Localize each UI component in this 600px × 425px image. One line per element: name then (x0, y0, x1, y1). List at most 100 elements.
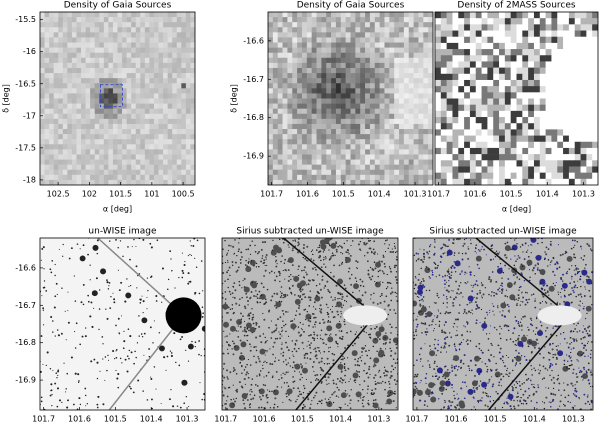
image-pixel (446, 147, 453, 155)
image-pixel (94, 93, 100, 99)
image-pixel (360, 52, 366, 59)
image-pixel (369, 12, 376, 18)
image-pixel (369, 93, 376, 99)
image-pixel (122, 144, 127, 150)
star (275, 265, 278, 268)
image-pixel (117, 123, 123, 130)
image-pixel (399, 113, 405, 120)
image-pixel (176, 62, 182, 69)
image-pixel (394, 169, 400, 176)
image-pixel (185, 17, 191, 23)
star (342, 355, 344, 358)
image-pixel (469, 104, 477, 112)
star (340, 316, 342, 318)
image-pixel (94, 129, 100, 135)
image-pixel (340, 164, 346, 171)
image-pixel (586, 141, 593, 149)
star (285, 392, 288, 395)
star (67, 291, 69, 293)
star (328, 243, 330, 245)
star (316, 337, 318, 339)
image-pixel (350, 73, 356, 79)
image-pixel (58, 73, 64, 79)
image-pixel (374, 17, 380, 23)
star (248, 313, 250, 315)
star (102, 403, 105, 406)
star (541, 300, 543, 302)
star (252, 322, 255, 325)
star (148, 355, 151, 358)
image-pixel (277, 73, 283, 79)
y-axis-label: δ [deg] (230, 84, 239, 113)
image-pixel (122, 139, 127, 145)
image-pixel (435, 12, 442, 19)
star (152, 342, 154, 344)
star (51, 260, 54, 262)
frame (434, 11, 599, 186)
image-pixel (167, 78, 173, 84)
image-pixel (355, 47, 361, 54)
image-pixel (516, 61, 523, 68)
image-pixel (62, 17, 68, 23)
image-pixel (379, 154, 385, 160)
star (247, 314, 250, 317)
image-pixel (85, 12, 91, 18)
image-pixel (126, 174, 132, 181)
star (232, 353, 235, 356)
image-pixel (126, 17, 132, 23)
star (385, 295, 388, 298)
image-pixel (580, 123, 587, 130)
image-pixel (528, 129, 535, 136)
image-pixel (268, 108, 274, 115)
image-pixel (545, 18, 552, 25)
star (366, 251, 369, 254)
image-pixel (408, 118, 414, 125)
image-pixel (122, 12, 127, 18)
image-pixel (510, 18, 517, 25)
image-pixel (185, 174, 191, 181)
star (389, 251, 392, 253)
image-pixel (282, 169, 288, 176)
image-pixel (117, 118, 123, 125)
image-pixel (268, 134, 274, 140)
image-pixel (292, 159, 298, 165)
star (354, 342, 356, 345)
star (245, 259, 247, 262)
image-pixel (408, 17, 414, 23)
star (327, 376, 330, 379)
image-pixel (563, 36, 570, 44)
star (284, 258, 287, 261)
star (227, 378, 229, 380)
star (310, 342, 312, 344)
image-pixel (190, 174, 195, 181)
star (56, 377, 58, 379)
star (356, 267, 358, 269)
image-pixel (481, 36, 488, 44)
star (314, 323, 316, 326)
image-pixel (539, 30, 546, 38)
star (223, 362, 226, 365)
image-pixel (49, 12, 54, 18)
image-pixel (563, 18, 570, 25)
image-pixel (563, 79, 570, 87)
image-pixel (374, 154, 380, 160)
star (327, 313, 329, 316)
star (198, 353, 200, 356)
star (323, 322, 325, 324)
image-pixel (76, 42, 82, 48)
image-pixel (158, 78, 164, 84)
image-pixel (126, 57, 132, 64)
image-pixel (331, 98, 337, 104)
image-pixel (71, 83, 77, 89)
image-pixel (499, 98, 506, 105)
star (303, 387, 306, 390)
star (336, 310, 339, 313)
star (90, 301, 93, 304)
star (299, 280, 306, 287)
star (283, 382, 286, 384)
image-pixel (103, 154, 109, 160)
image-pixel (297, 37, 303, 43)
image-pixel (580, 92, 587, 99)
image-pixel (586, 154, 593, 161)
image-pixel (140, 134, 146, 140)
